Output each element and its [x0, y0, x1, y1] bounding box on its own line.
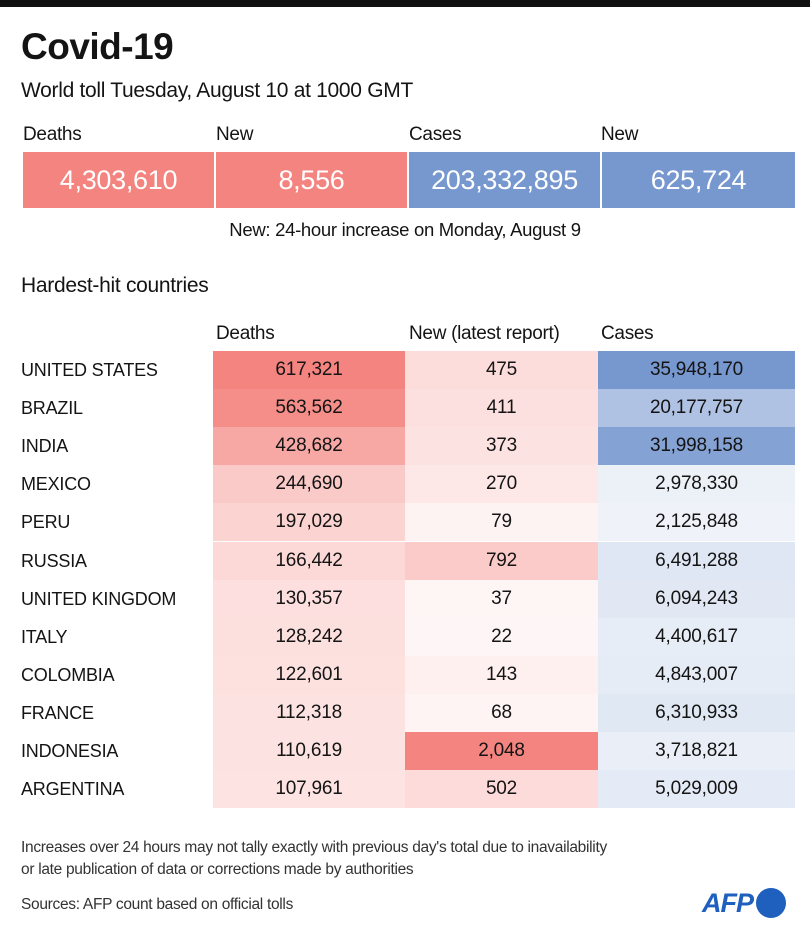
cell-deaths: 166,442 — [213, 541, 405, 580]
page-title: Covid-19 — [21, 26, 174, 67]
cell-new: 373 — [405, 427, 598, 466]
summary-value-cases: 203,332,895 — [409, 152, 600, 208]
disclaimer-line-1: Increases over 24 hours may not tally ex… — [21, 839, 607, 856]
cell-deaths: 617,321 — [213, 351, 405, 390]
afp-logo: AFP — [702, 886, 786, 920]
cell-cases: 5,029,009 — [598, 770, 795, 809]
country-label: ARGENTINA — [21, 779, 125, 800]
country-label: FRANCE — [21, 702, 94, 723]
cell-cases: 35,948,170 — [598, 351, 795, 390]
cell-deaths: 563,562 — [213, 389, 405, 428]
afp-logo-dot-icon — [756, 888, 786, 918]
top-rule — [0, 0, 810, 7]
disclaimer-line-2: or late publication of data or correctio… — [21, 861, 414, 878]
country-label: RUSSIA — [21, 550, 87, 571]
summary-label-new-cases: New — [601, 124, 639, 145]
country-label: UNITED STATES — [21, 360, 158, 380]
country-label: UNITED KINGDOM — [21, 588, 177, 609]
country-label: INDONESIA — [21, 741, 119, 761]
table-title: Hardest-hit countries — [21, 274, 209, 297]
country-label: ITALY — [21, 626, 68, 647]
cell-deaths: 122,601 — [213, 655, 405, 694]
cell-new: 22 — [405, 617, 598, 656]
cell-deaths: 107,961 — [213, 770, 405, 809]
country-label: PERU — [21, 512, 71, 533]
sources-note: Sources: AFP count based on official tol… — [21, 896, 294, 913]
summary-label-deaths: Deaths — [23, 124, 82, 145]
summary-value-new-cases: 625,724 — [602, 152, 795, 208]
cell-cases: 4,843,007 — [598, 655, 795, 694]
cell-deaths: 110,619 — [213, 732, 405, 771]
country-label: COLOMBIA — [21, 664, 115, 685]
cell-cases: 2,125,848 — [598, 503, 795, 542]
cell-cases: 6,310,933 — [598, 693, 795, 732]
summary-value-deaths: 4,303,610 — [23, 152, 214, 208]
cell-new: 68 — [405, 693, 598, 732]
cell-new: 792 — [405, 541, 598, 580]
cell-new: 502 — [405, 770, 598, 809]
cell-cases: 4,400,617 — [598, 617, 795, 656]
column-header-new: New (latest report) — [409, 323, 560, 344]
cell-cases: 6,094,243 — [598, 579, 795, 618]
cell-new: 79 — [405, 503, 598, 542]
cell-new: 143 — [405, 655, 598, 694]
country-label: MEXICO — [21, 474, 91, 495]
cell-cases: 2,978,330 — [598, 465, 795, 504]
cell-new: 2,048 — [405, 732, 598, 771]
afp-logo-text: AFP — [702, 887, 754, 918]
cell-new: 37 — [405, 579, 598, 618]
column-header-cases: Cases — [601, 323, 654, 344]
country-label: INDIA — [21, 436, 69, 457]
cell-deaths: 244,690 — [213, 465, 405, 504]
cell-new: 411 — [405, 389, 598, 428]
cell-new: 270 — [405, 465, 598, 504]
cell-deaths: 428,682 — [213, 427, 405, 466]
cell-deaths: 112,318 — [213, 693, 405, 732]
summary-note: New: 24-hour increase on Monday, August … — [229, 219, 581, 240]
cell-cases: 6,491,288 — [598, 541, 795, 580]
cell-cases: 31,998,158 — [598, 427, 795, 466]
page-subtitle: World toll Tuesday, August 10 at 1000 GM… — [21, 79, 413, 102]
summary-label-cases: Cases — [409, 124, 462, 145]
cell-deaths: 130,357 — [213, 579, 405, 618]
cell-cases: 20,177,757 — [598, 389, 795, 428]
summary-label-new-deaths: New — [216, 124, 254, 145]
country-label: BRAZIL — [21, 398, 83, 419]
cell-new: 475 — [405, 351, 598, 390]
column-header-deaths: Deaths — [216, 323, 275, 344]
cell-deaths: 128,242 — [213, 617, 405, 656]
cell-deaths: 197,029 — [213, 503, 405, 542]
summary-value-new-deaths: 8,556 — [216, 152, 407, 208]
cell-cases: 3,718,821 — [598, 732, 795, 771]
